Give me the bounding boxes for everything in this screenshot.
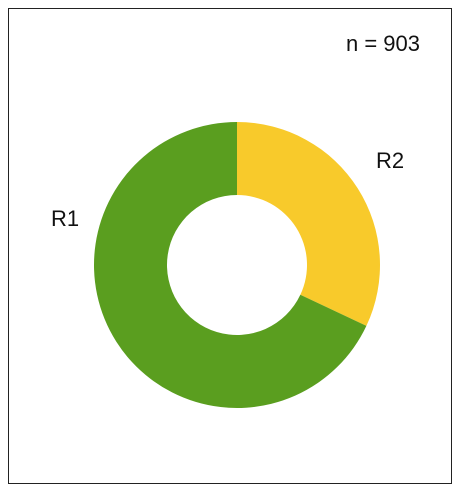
frame xyxy=(8,8,452,484)
slice-label: R2 xyxy=(376,148,404,173)
donut-slice xyxy=(93,122,367,408)
slice-label: R1 xyxy=(51,206,79,231)
annotation: n = 903 xyxy=(346,31,420,56)
donut-slice xyxy=(237,122,380,326)
